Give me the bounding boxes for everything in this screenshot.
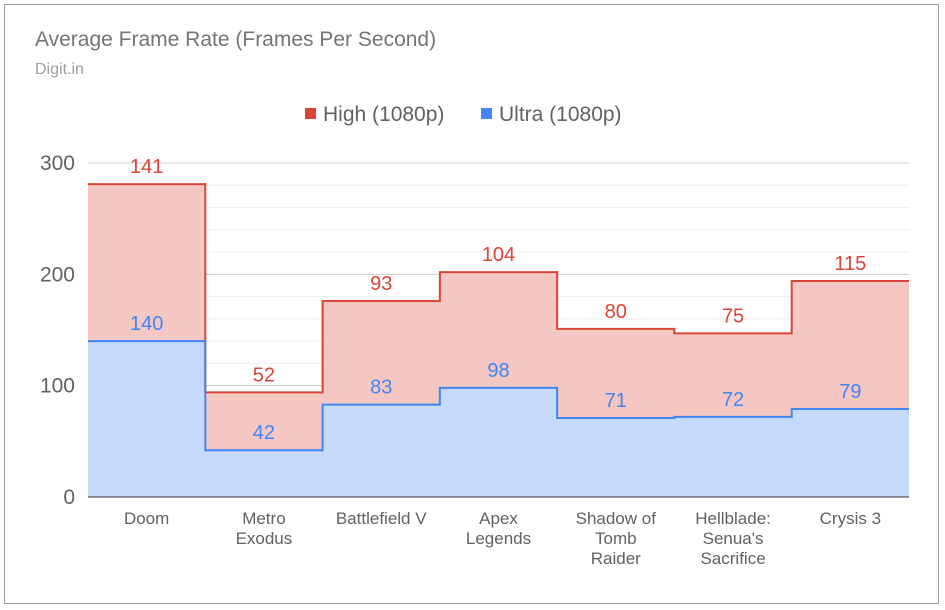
x-category-label: Shadow of: [576, 509, 657, 528]
high-data-label: 104: [482, 244, 515, 266]
ultra-data-label: 98: [487, 360, 509, 382]
y-tick-label: 0: [63, 486, 75, 509]
legend-label: Ultra (1080p): [499, 103, 622, 126]
ultra-data-label: 42: [253, 422, 275, 444]
ultra-series-area: [88, 341, 909, 497]
ultra-data-label: 71: [605, 390, 627, 412]
ultra-data-label: 72: [722, 389, 744, 411]
x-category-label: Tomb: [595, 529, 637, 548]
x-category-label: Doom: [124, 509, 169, 528]
high-series-area: [88, 184, 909, 451]
chart-title: Average Frame Rate (Frames Per Second): [35, 28, 437, 51]
x-category-label: Battlefield V: [336, 509, 427, 528]
y-tick-label: 300: [40, 152, 75, 175]
x-category-label: Raider: [591, 549, 641, 568]
high-data-label: 75: [722, 305, 744, 327]
high-series-line: [88, 183, 909, 394]
ultra-data-label: 79: [839, 381, 861, 403]
legend: High (1080p) Ultra (1080p): [305, 103, 622, 126]
y-tick-label: 200: [40, 263, 75, 286]
x-category-label: Exodus: [236, 529, 293, 548]
legend-label: High (1080p): [323, 103, 444, 126]
x-category-label: Metro: [242, 509, 285, 528]
x-category-label: Hellblade:: [695, 509, 771, 528]
x-category-label: Apex: [479, 509, 518, 528]
high-data-label: 80: [605, 301, 627, 323]
ultra-series-line: [88, 340, 909, 452]
high-data-label: 93: [370, 273, 392, 295]
legend-swatch: [481, 108, 492, 119]
high-data-label: 115: [834, 253, 866, 275]
ultra-data-label: 140: [130, 313, 163, 335]
y-tick-label: 100: [40, 375, 75, 398]
high-data-label: 52: [253, 364, 275, 386]
x-category-label: Sacrifice: [700, 549, 765, 568]
x-category-label: Legends: [466, 529, 531, 548]
x-category-label: Crysis 3: [820, 509, 881, 528]
high-data-label: 141: [130, 156, 163, 178]
chart-subtitle: Digit.in: [35, 61, 84, 78]
ultra-data-label: 83: [370, 377, 392, 399]
x-category-label: Senua's: [703, 529, 764, 548]
legend-swatch: [305, 108, 316, 119]
